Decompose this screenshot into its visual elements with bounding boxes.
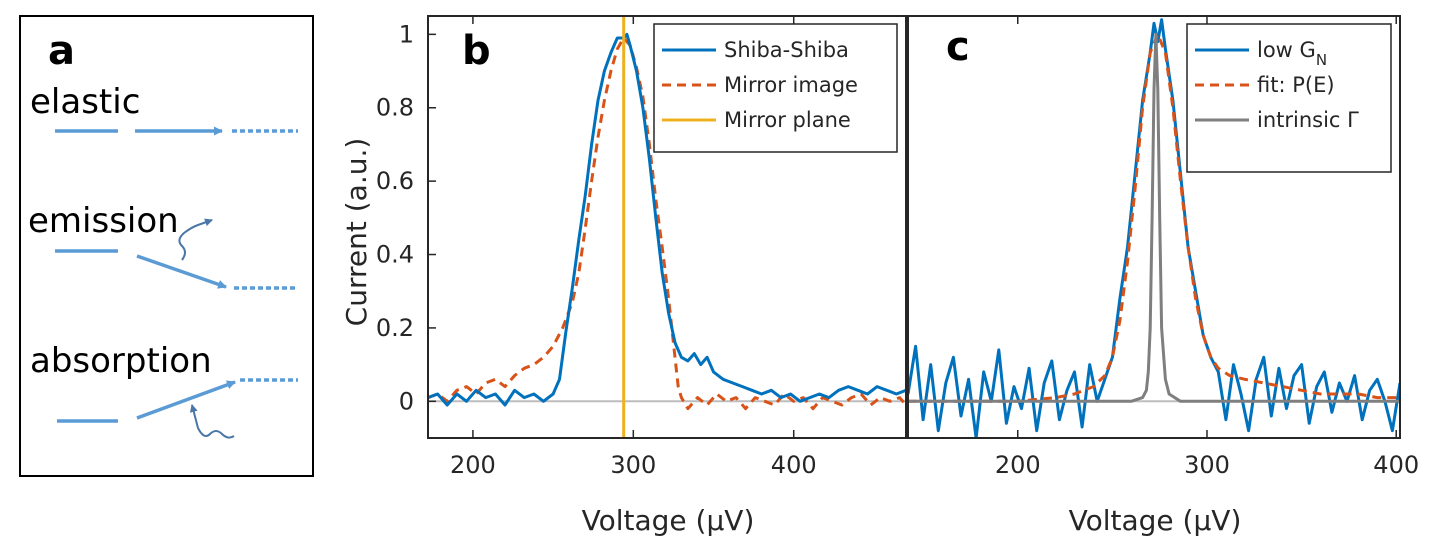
panel-a-frame (19, 15, 314, 477)
legend-label-1: Mirror image (724, 73, 858, 97)
x-tick-label: 200 (995, 451, 1041, 479)
series-fit-p-e--line (908, 32, 1400, 403)
panel-b-chart: b Shiba-Shiba Mirror image Mirror plane 20… (340, 15, 907, 537)
legend-label-2: Mirror plane (724, 108, 851, 132)
y-tick-label: 0.4 (376, 241, 414, 269)
y-tick-label: 1 (399, 20, 414, 48)
panel-c-axes-frame (907, 15, 1401, 439)
panel-b-y-axis-label: Current (a.u.) (340, 138, 373, 327)
series-mirror-image-line (428, 36, 906, 411)
panel-b-legend: Shiba-Shiba Mirror image Mirror plane (653, 23, 898, 153)
x-tick-label: 200 (450, 451, 496, 479)
panel-a-schematic: a elastic emission absorption (19, 15, 314, 477)
panel-c-x-axis-label: Voltage (μV) (1069, 504, 1242, 537)
absorbed-photon-icon (189, 404, 235, 439)
panel-b-x-axis-label: Voltage (μV) (582, 504, 755, 537)
panel-b-series-group (428, 16, 906, 438)
panel-c-letter: c (946, 24, 970, 70)
y-tick-label: 0.8 (376, 94, 414, 122)
panel-b-axes-frame (427, 15, 907, 439)
absorption-arrow (136, 380, 236, 420)
legend-box (653, 23, 898, 153)
y-tick-label: 0 (399, 387, 414, 415)
panel-b-ticks: 200 300 400 0 0.2 0.4 0.6 0.8 1 (376, 16, 817, 479)
panel-a-letter: a (48, 28, 75, 74)
legend-label-1: fit: P(E) (1257, 73, 1335, 97)
emitted-photon-icon (178, 218, 213, 261)
y-tick-label: 0.6 (376, 167, 414, 195)
panel-c-series-group (908, 18, 1400, 438)
emission-arrow (136, 254, 227, 289)
x-tick-label: 400 (1373, 451, 1419, 479)
x-tick-label: 300 (610, 451, 656, 479)
panel-c-plot-area (907, 15, 1401, 439)
panel-c-ticks: 200 300 400 (995, 16, 1419, 479)
emission-label: emission (28, 201, 179, 241)
y-tick-label: 0.2 (376, 314, 414, 342)
panel-b-letter: b (462, 28, 491, 74)
legend-label-2: intrinsic Γ (1257, 108, 1359, 132)
series-shiba-shiba-line (428, 32, 906, 407)
x-tick-label: 300 (1184, 451, 1230, 479)
panel-b-plot-area (427, 15, 907, 439)
legend-label-0: Shiba-Shiba (724, 38, 849, 62)
absorption-label: absorption (30, 341, 212, 381)
series-intrinsic--line (908, 32, 1400, 403)
elastic-label: elastic (30, 82, 140, 122)
x-tick-label: 400 (771, 451, 817, 479)
legend-subscript: N (1316, 51, 1327, 69)
